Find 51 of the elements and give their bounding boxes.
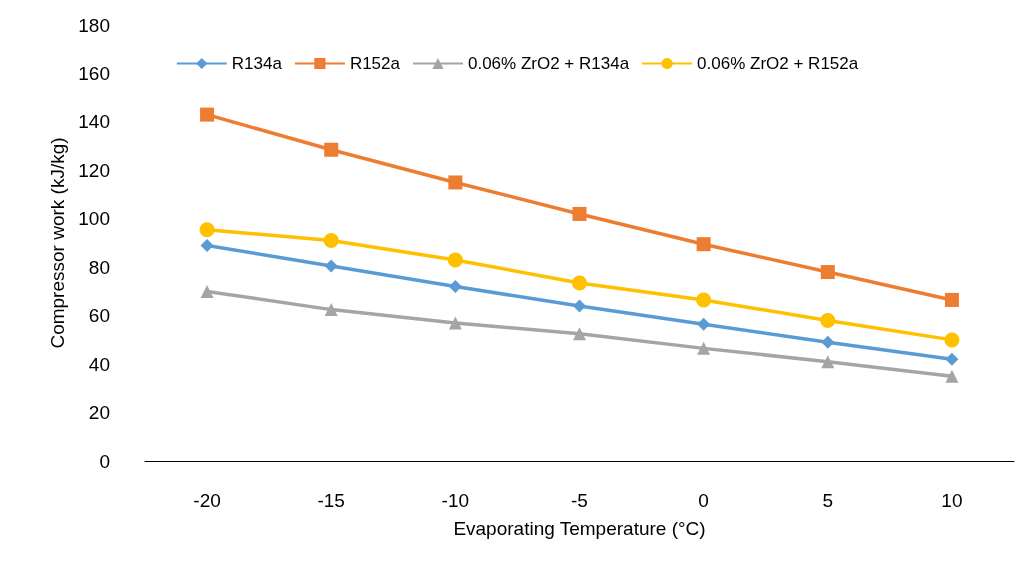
x-tick-label: 0 — [698, 490, 709, 511]
point — [572, 206, 587, 221]
y-tick-label: 0 — [99, 450, 110, 472]
y-tick-label: 100 — [78, 208, 110, 230]
point — [199, 222, 215, 238]
y-tick-label: 160 — [78, 62, 110, 84]
point — [944, 292, 959, 307]
point — [697, 341, 711, 355]
y-axis-title: Compressor work (kJ/kg) — [47, 137, 69, 349]
x-tick-label: -20 — [193, 490, 221, 511]
point — [821, 335, 835, 349]
y-tick-label: 140 — [78, 111, 110, 133]
point — [696, 292, 712, 308]
point — [945, 369, 959, 383]
legend-label: 0.06% ZrO2 + R152a — [697, 54, 859, 73]
y-tick-label: 80 — [88, 256, 110, 278]
x-tick-label: 10 — [941, 490, 963, 511]
point — [200, 284, 214, 298]
legend-label: R134a — [231, 54, 283, 73]
point — [573, 327, 586, 341]
point — [200, 107, 215, 122]
x-tick-label: 5 — [822, 490, 834, 511]
point — [696, 237, 711, 252]
y-tick-label: 60 — [88, 305, 110, 327]
point — [323, 233, 339, 249]
point — [944, 332, 960, 348]
point — [448, 175, 463, 190]
x-tick-label: -5 — [571, 490, 588, 511]
point — [324, 142, 339, 157]
point — [945, 352, 959, 366]
point — [324, 259, 338, 273]
point — [821, 355, 835, 369]
legend-label: R152a — [349, 54, 401, 73]
y-tick-label: 180 — [78, 14, 110, 36]
point — [447, 252, 463, 268]
point — [820, 265, 835, 280]
point — [324, 303, 338, 317]
point — [448, 316, 462, 330]
y-tick-label: 20 — [88, 402, 110, 424]
point — [697, 317, 711, 331]
point — [573, 299, 586, 313]
x-tick-label: -10 — [441, 490, 470, 511]
point — [820, 313, 836, 329]
y-tick-label: 40 — [88, 353, 110, 375]
x-tick-label: -15 — [317, 490, 345, 511]
point — [448, 280, 462, 294]
x-axis-title: Evaporating Temperature (°C) — [453, 518, 706, 539]
y-tick-label: 120 — [78, 159, 110, 181]
point — [200, 238, 214, 252]
legend-label: 0.06% ZrO2 + R134a — [467, 54, 630, 73]
point — [572, 275, 587, 291]
